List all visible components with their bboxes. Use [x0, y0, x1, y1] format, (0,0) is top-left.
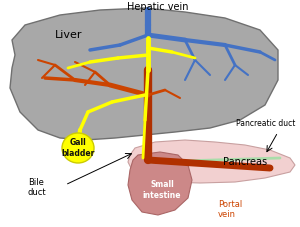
Text: Bile
duct: Bile duct: [28, 178, 46, 197]
Text: Small
intestine: Small intestine: [143, 180, 181, 200]
Text: Pancreatic duct: Pancreatic duct: [236, 119, 295, 128]
Polygon shape: [128, 140, 295, 183]
Text: Gall
bladder: Gall bladder: [61, 138, 95, 158]
Text: Pancreas: Pancreas: [223, 157, 267, 167]
Text: Liver: Liver: [55, 30, 82, 40]
Polygon shape: [128, 152, 192, 215]
Ellipse shape: [62, 133, 94, 163]
Polygon shape: [10, 8, 278, 140]
Text: Hepatic vein: Hepatic vein: [127, 2, 189, 12]
Text: Portal
vein: Portal vein: [218, 200, 242, 220]
